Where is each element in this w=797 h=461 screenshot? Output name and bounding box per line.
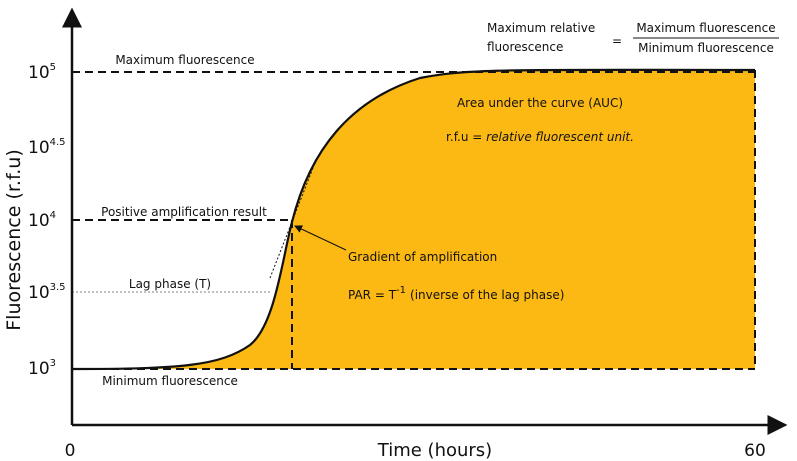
y-tick-base: 10 [28, 138, 50, 158]
formula-left-1: Maximum relative [487, 21, 595, 35]
y-tick-label: 103.5 [28, 282, 66, 303]
y-tick-exp: 3 [50, 358, 56, 369]
y-tick-base: 10 [28, 359, 50, 379]
y-tick-exp: 4 [50, 210, 56, 221]
par-prefix: PAR = T [348, 288, 397, 302]
x-axis-label: Time (hours) [377, 440, 492, 461]
formula-denominator: Minimum fluorescence [638, 41, 774, 55]
y-tick-base: 10 [28, 211, 50, 231]
par-label: PAR = T-1 (inverse of the lag phase) [348, 285, 564, 302]
y-tick-label: 105 [28, 62, 56, 83]
y-tick-exp: 4.5 [50, 137, 66, 148]
lag-label: Lag phase (T) [129, 277, 211, 291]
gradient-arrow [294, 225, 347, 251]
auc-fill [72, 69, 755, 369]
y-axis-label: Fluorescence (r.f.u) [3, 149, 25, 331]
positive-label: Positive amplification result [101, 205, 267, 219]
min-label: Minimum fluorescence [102, 374, 238, 388]
y-tick-base: 10 [28, 283, 50, 303]
curve [71, 68, 756, 371]
y-tick-label: 104 [28, 210, 56, 231]
rfu-label: r.f.u = relative fluorescent unit. [446, 130, 634, 144]
y-tick-base: 10 [28, 63, 50, 83]
y-tick-exp: 3.5 [50, 282, 66, 293]
par-suffix: (inverse of the lag phase) [410, 288, 564, 302]
par-exp: -1 [396, 285, 406, 296]
y-tick-exp: 5 [50, 62, 56, 73]
gradient-label: Gradient of amplification [348, 250, 497, 264]
y-tick-label: 103 [28, 358, 56, 379]
formula-equals: = [612, 34, 622, 48]
auc-label: Area under the curve (AUC) [457, 96, 623, 110]
max-label: Maximum fluorescence [115, 53, 254, 67]
x-end: 60 [744, 441, 766, 461]
x-start: 0 [65, 441, 76, 461]
rfu-abbr: r.f.u = [446, 130, 482, 144]
rfu-meaning: relative fluorescent unit. [486, 130, 634, 144]
formula-numerator: Maximum fluorescence [636, 21, 775, 35]
formula-left-2: fluorescence [487, 40, 563, 54]
y-tick-label: 104.5 [28, 137, 66, 158]
